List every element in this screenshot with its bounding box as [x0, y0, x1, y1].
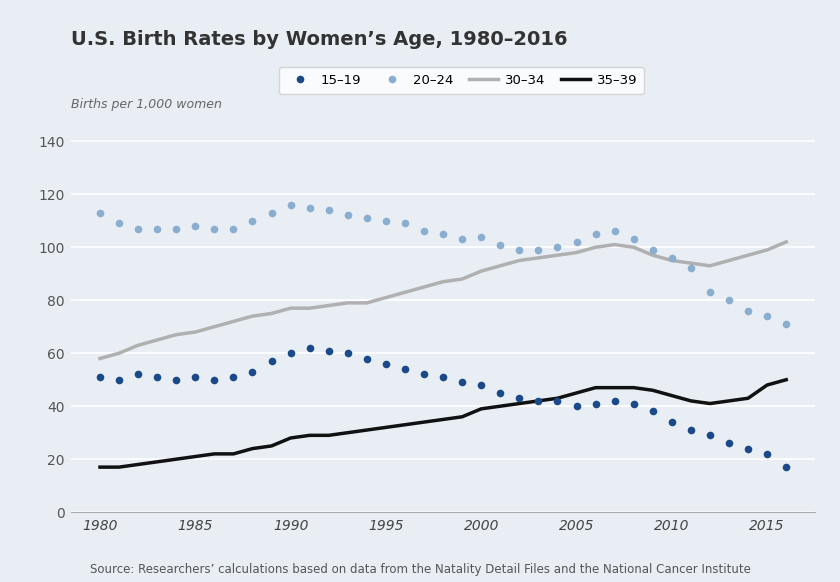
Text: Births per 1,000 women: Births per 1,000 women	[71, 98, 223, 111]
Legend: 15–19, 20–24, 30–34, 35–39: 15–19, 20–24, 30–34, 35–39	[279, 68, 643, 94]
Text: Source: Researchers’ calculations based on data from the Natality Detail Files a: Source: Researchers’ calculations based …	[90, 563, 750, 576]
Text: U.S. Birth Rates by Women’s Age, 1980–2016: U.S. Birth Rates by Women’s Age, 1980–20…	[71, 30, 568, 49]
